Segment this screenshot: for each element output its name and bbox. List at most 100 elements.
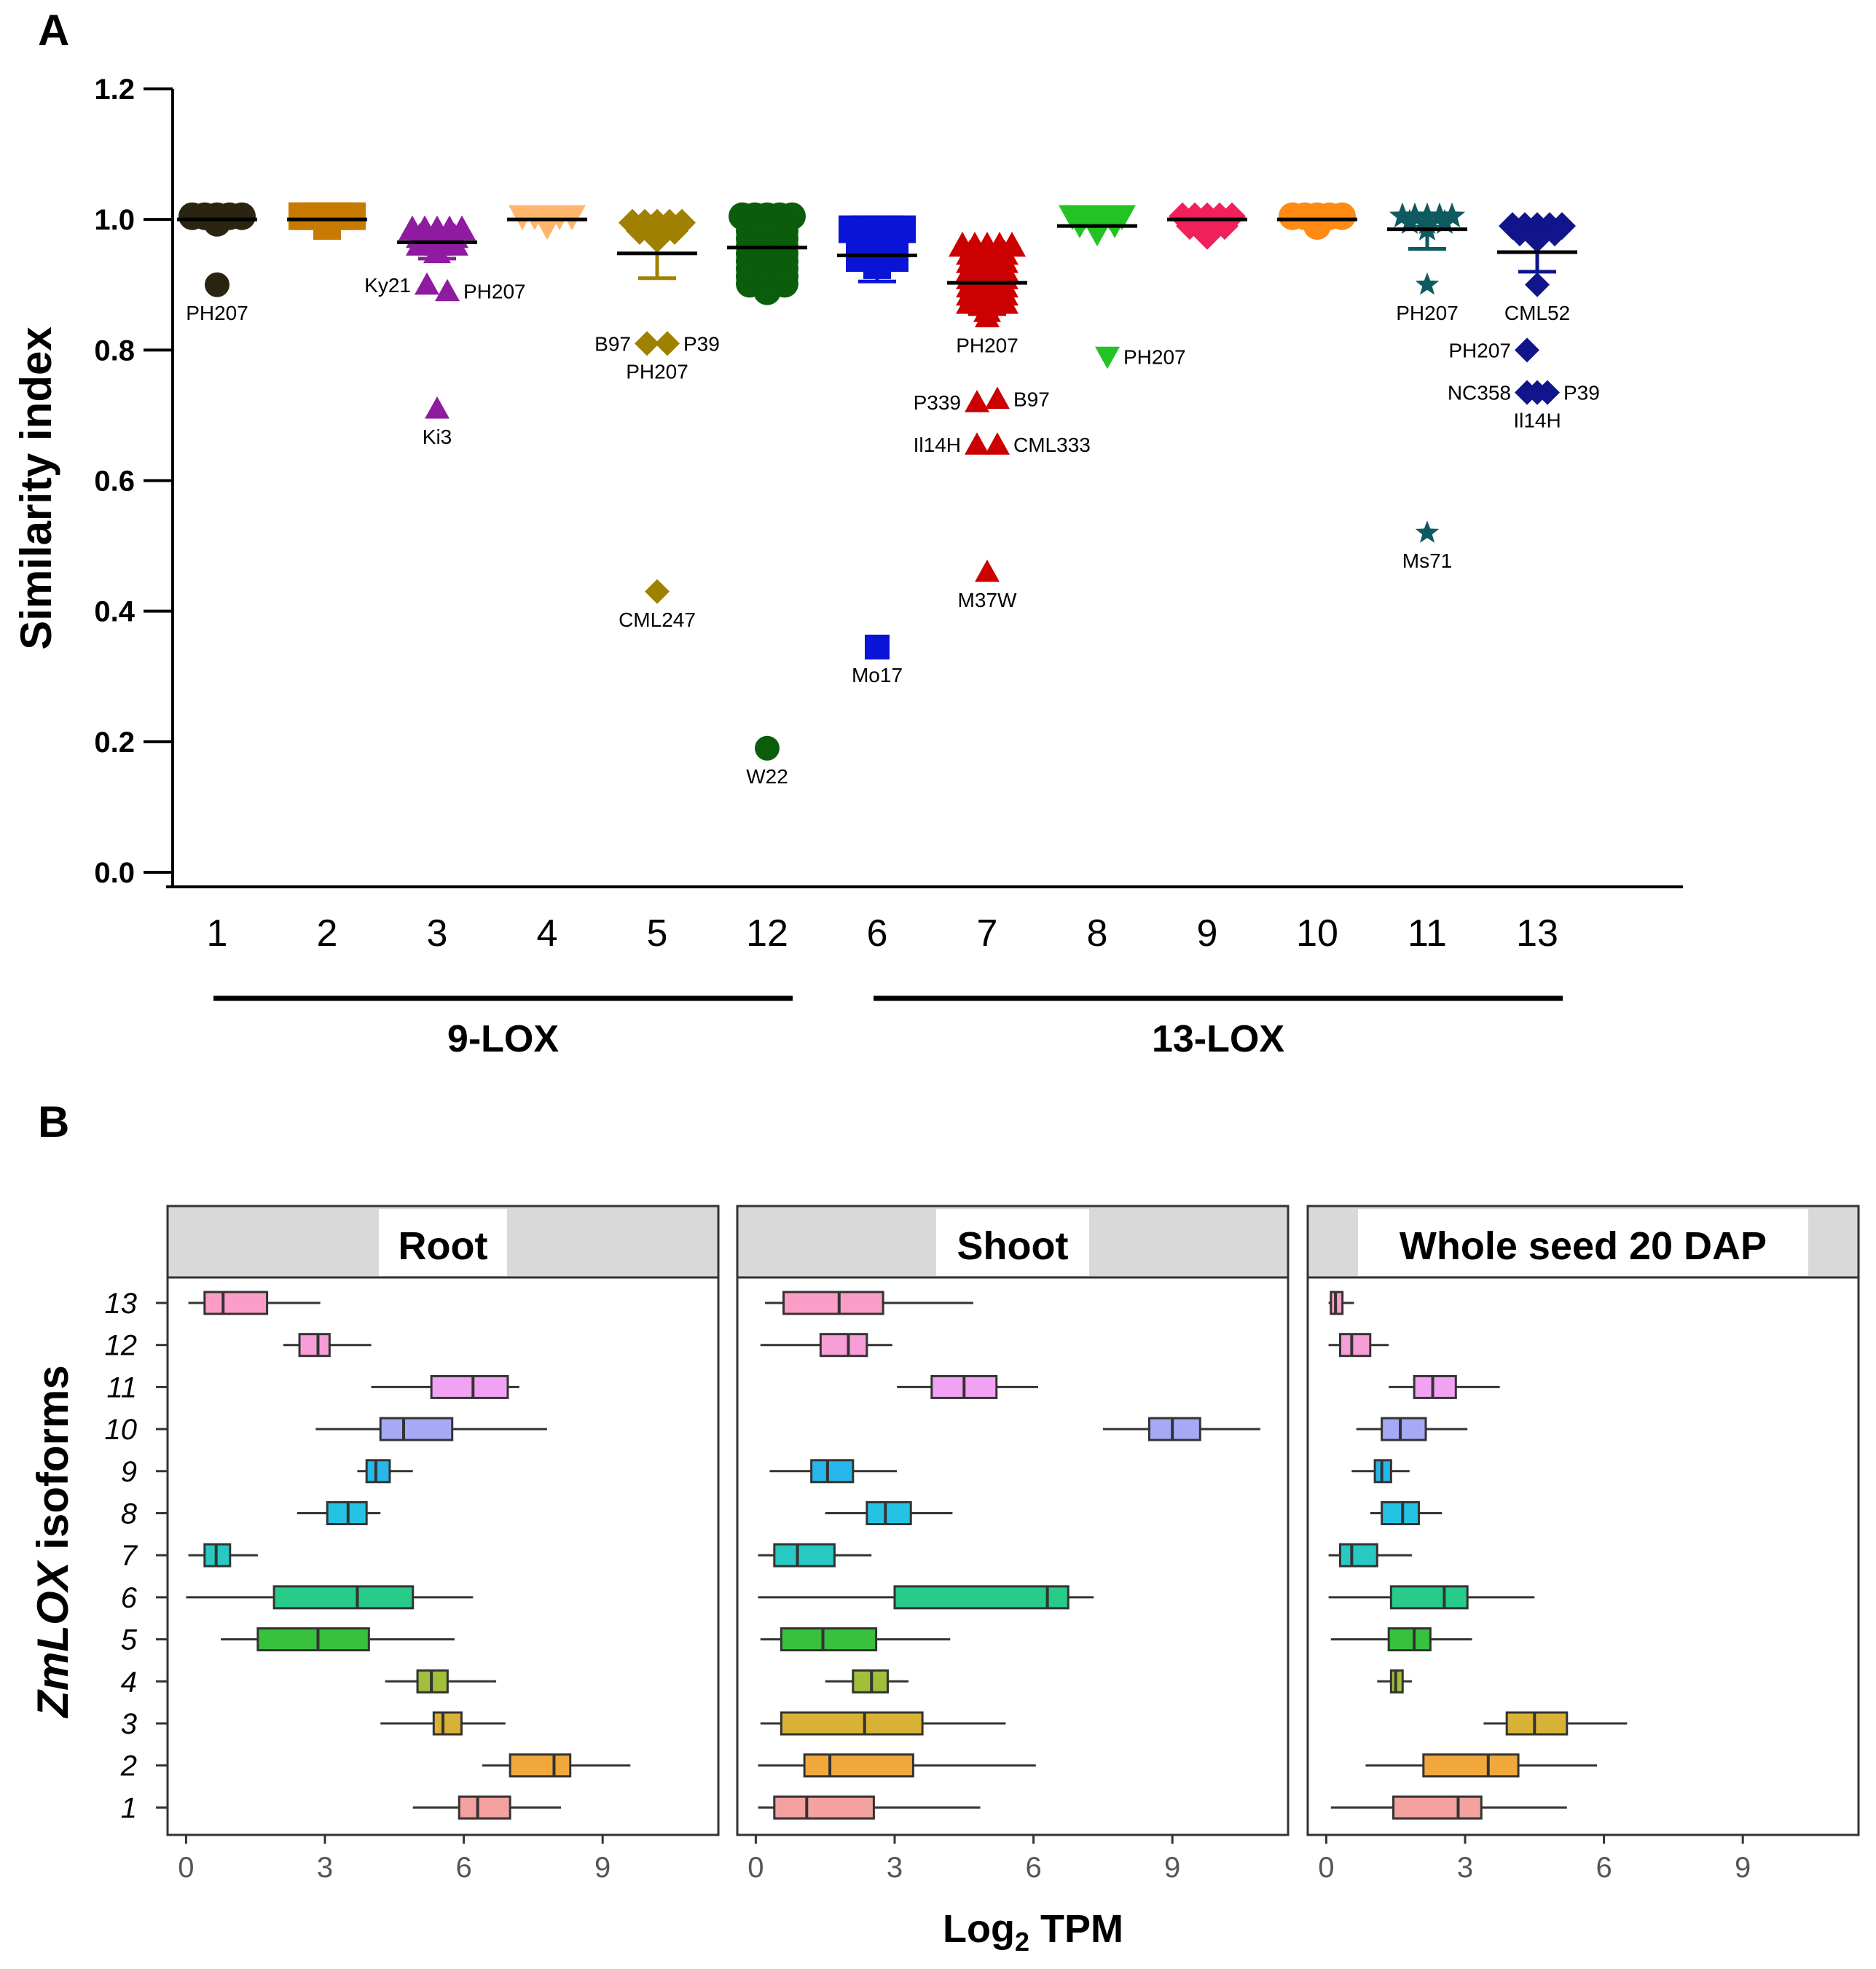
a-outlier-point	[1515, 337, 1539, 363]
a-outlier-point	[205, 272, 229, 297]
b-x-tick-label: 6	[1596, 1852, 1612, 1884]
a-outlier-label: PH207	[186, 302, 248, 324]
a-data-point	[228, 202, 256, 230]
b-x-tick-label: 9	[1164, 1852, 1180, 1884]
a-outlier-point	[415, 272, 439, 295]
b-box	[430, 1374, 509, 1399]
a-outlier-point	[965, 390, 989, 412]
b-box	[272, 1585, 415, 1610]
a-outlier-label: P39	[1563, 382, 1600, 404]
a-y-axis-label: Similarity index	[12, 326, 60, 650]
panel-b-boxplots: ZmLOX isoforms Log2 TPM Root 0 3 6 9 Shoot 0 3 6…	[28, 1205, 1860, 1957]
a-y-tick-label: 1.0	[94, 204, 135, 236]
a-outlier-point	[425, 396, 450, 419]
b-box	[203, 1291, 269, 1315]
a-data-point	[991, 289, 1019, 314]
a-outlier-point	[975, 559, 1000, 582]
a-x-tick-label: 9	[1197, 912, 1218, 955]
a-outlier-label: CML52	[1504, 302, 1570, 324]
a-outlier-point	[645, 579, 670, 604]
a-x-tick-label: 7	[977, 912, 998, 955]
a-x-tick-label: 1	[207, 912, 228, 955]
a-x-tick-label: 4	[537, 912, 558, 955]
a-outlier-label: Il14H	[1513, 410, 1561, 432]
a-data-point	[1396, 208, 1424, 234]
b-box	[773, 1543, 836, 1567]
a-x-tick-label: 10	[1296, 912, 1338, 955]
b-y-tick-label: 7	[121, 1540, 138, 1572]
a-outlier-label: Il14H	[914, 434, 961, 456]
b-box	[379, 1417, 454, 1441]
b-x-tick-label: 0	[1318, 1852, 1334, 1884]
b-y-tick-label: 2	[120, 1750, 137, 1782]
a-outlier-label: Ms71	[1402, 549, 1452, 572]
b-box	[780, 1627, 878, 1652]
b-x-tick-label: 9	[1735, 1852, 1751, 1884]
b-y-tick-label: 3	[121, 1708, 137, 1740]
b-box	[893, 1585, 1070, 1610]
b-box	[509, 1753, 572, 1778]
a-x-tick-label: 11	[1408, 912, 1447, 955]
a-outlier-label: Ki3	[423, 426, 452, 448]
b-box	[432, 1711, 463, 1736]
b-box	[458, 1795, 511, 1820]
a-outlier-point	[985, 432, 1010, 455]
a-x-tick-label: 3	[427, 912, 448, 955]
b-box	[1505, 1711, 1569, 1736]
b-box	[780, 1711, 924, 1736]
a-y-tick-label: 0.0	[94, 857, 135, 889]
a-data-point	[558, 205, 586, 230]
a-data-point	[1303, 212, 1331, 240]
b-facet-title-bg	[1358, 1209, 1808, 1276]
a-data-point	[1328, 202, 1356, 230]
a-y-tick-label: 0.2	[94, 727, 135, 759]
b-x-tick-label: 6	[455, 1852, 471, 1884]
b-box	[866, 1501, 912, 1525]
a-group-label: 13-LOX	[1152, 1018, 1284, 1060]
b-x-axis-label: Log2 TPM	[943, 1907, 1123, 1957]
a-outlier-point	[1525, 380, 1550, 405]
b-facet-title-bg	[936, 1209, 1089, 1276]
a-y-tick-label: 0.6	[94, 466, 135, 498]
a-data-point	[313, 212, 341, 240]
b-y-tick-label: 11	[106, 1371, 137, 1404]
b-y-tick-label: 1	[121, 1792, 137, 1824]
a-data-point	[203, 208, 231, 237]
b-facet-frame	[166, 1276, 720, 1836]
b-y-tick-label: 4	[121, 1666, 137, 1698]
b-box	[1147, 1417, 1201, 1441]
b-box	[1338, 1333, 1372, 1358]
a-outlier-point	[655, 331, 680, 356]
b-box	[1389, 1585, 1469, 1610]
a-x-tick-label: 12	[746, 912, 788, 955]
b-facet-title-bg	[379, 1209, 507, 1276]
a-x-tick-label: 13	[1516, 912, 1558, 955]
a-outlier-label: Ky21	[364, 274, 411, 297]
a-outlier-label: M37W	[958, 589, 1017, 611]
a-outlier-point	[975, 305, 1000, 328]
a-outlier-label: PH207	[1448, 339, 1511, 361]
a-outlier-label: B97	[1013, 388, 1050, 411]
b-box	[1381, 1417, 1427, 1441]
a-x-tick-label: 8	[1087, 912, 1108, 955]
b-box	[803, 1753, 914, 1778]
a-y-tick-label: 0.4	[94, 596, 135, 628]
a-data-point	[1431, 208, 1459, 234]
b-box	[1422, 1753, 1520, 1778]
b-facet-title: Root	[399, 1224, 488, 1268]
a-outlier-label: PH207	[463, 281, 526, 303]
b-box	[365, 1459, 391, 1484]
b-x-tick-label: 6	[1025, 1852, 1041, 1884]
a-data-point	[956, 289, 984, 314]
a-outlier-point	[1095, 346, 1120, 369]
a-outlier-label: PH207	[956, 334, 1019, 357]
a-outlier-point	[985, 386, 1010, 410]
a-data-point	[1193, 222, 1221, 250]
a-outlier-point	[435, 278, 460, 302]
b-box	[1413, 1374, 1457, 1399]
b-box	[298, 1333, 331, 1358]
b-box	[1392, 1795, 1483, 1820]
a-outlier-label: P39	[683, 332, 720, 355]
b-x-tick-label: 3	[887, 1852, 903, 1884]
